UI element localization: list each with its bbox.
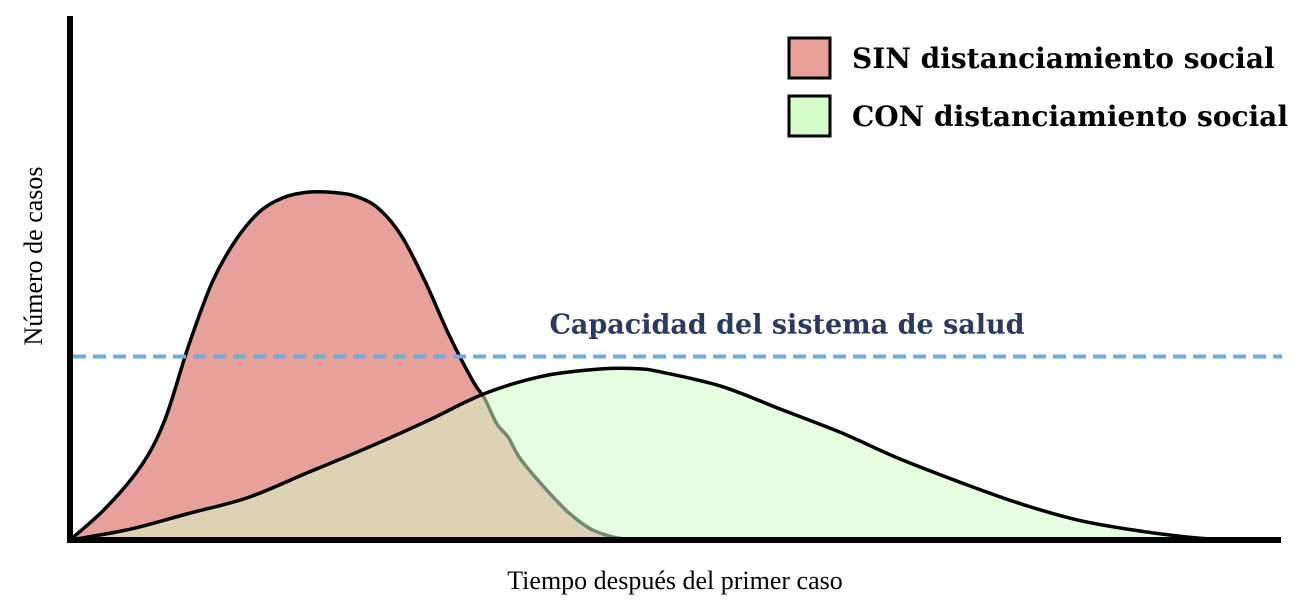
chart-series-areas <box>68 189 1256 542</box>
legend-swatch-con <box>787 94 832 138</box>
legend: SIN distanciamiento social CON distanciam… <box>787 36 1288 138</box>
series-con-area <box>70 368 1255 540</box>
capacity-line-group: Capacidad del sistema de salud <box>73 309 1282 359</box>
axes <box>67 16 1281 543</box>
legend-label-con: CON distanciamiento social <box>852 100 1288 133</box>
legend-label-sin: SIN distanciamiento social <box>852 42 1275 75</box>
x-axis-label: Tiempo después del primer caso <box>507 566 843 595</box>
capacity-label: Capacidad del sistema de salud <box>549 309 1024 340</box>
y-axis-label: Número de casos <box>19 166 48 345</box>
series-con-line <box>69 366 1256 542</box>
legend-swatch-sin <box>787 36 832 80</box>
